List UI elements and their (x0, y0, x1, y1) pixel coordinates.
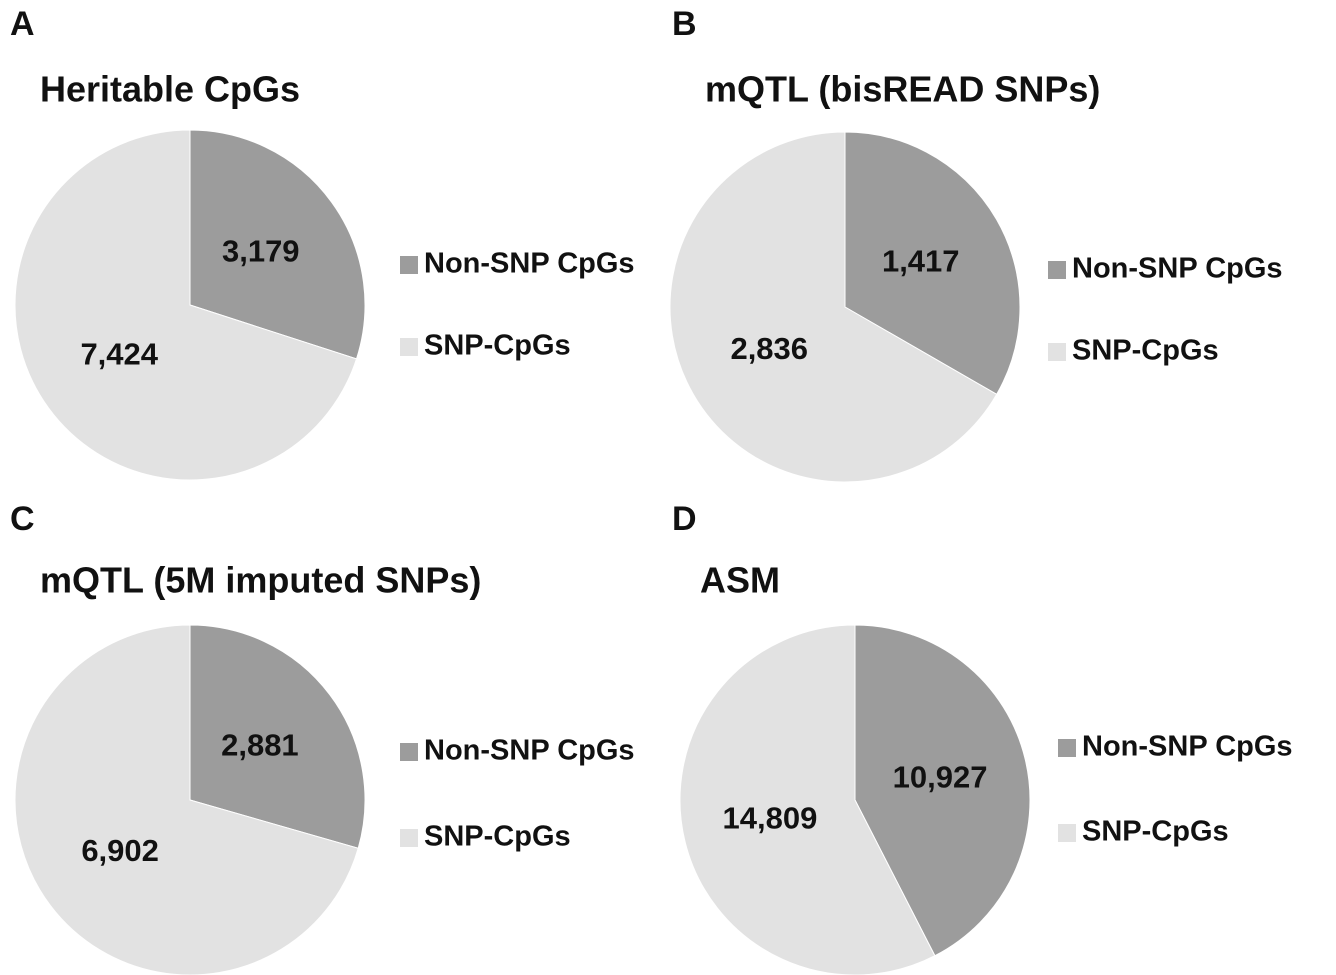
value-label: 2,881 (221, 728, 299, 763)
value-label: 3,179 (222, 234, 300, 269)
legend-label: Non-SNP CpGs (1072, 253, 1283, 285)
legend-swatch (1058, 739, 1076, 757)
panel-letter: D (672, 500, 697, 538)
value-label: 10,927 (893, 760, 988, 795)
chart-title: mQTL (5M imputed SNPs) (40, 560, 481, 601)
chart-title: ASM (700, 560, 780, 601)
legend-label: SNP-CpGs (424, 330, 571, 362)
legend-label: SNP-CpGs (1072, 335, 1219, 367)
pie-slice (854, 624, 1031, 957)
pie-slice (844, 131, 1021, 396)
pie-slice (189, 624, 366, 849)
value-label: 2,836 (730, 331, 808, 366)
legend-label: Non-SNP CpGs (424, 248, 635, 280)
legend-label: SNP-CpGs (424, 821, 571, 853)
legend-swatch (400, 829, 418, 847)
legend-swatch (1058, 824, 1076, 842)
legend-swatch (400, 743, 418, 761)
panel-letter: B (672, 5, 697, 43)
value-label: 6,902 (81, 833, 159, 868)
panel-letter: C (10, 500, 35, 538)
chart-title: Heritable CpGs (40, 69, 300, 110)
pie-slice (669, 131, 998, 483)
value-label: 14,809 (723, 801, 818, 836)
panel-letter: A (10, 5, 35, 43)
legend-label: Non-SNP CpGs (424, 735, 635, 767)
legend-swatch (1048, 343, 1066, 361)
pie-slice (14, 129, 358, 481)
value-label: 7,424 (80, 337, 158, 372)
legend-swatch (400, 256, 418, 274)
legend-label: Non-SNP CpGs (1082, 731, 1293, 763)
pie-slice (189, 129, 366, 360)
pie-slice (14, 624, 359, 975)
legend-label: SNP-CpGs (1082, 816, 1229, 848)
legend-swatch (400, 338, 418, 356)
value-label: 1,417 (882, 243, 960, 278)
chart-title: mQTL (bisREAD SNPs) (705, 69, 1100, 110)
legend-swatch (1048, 261, 1066, 279)
